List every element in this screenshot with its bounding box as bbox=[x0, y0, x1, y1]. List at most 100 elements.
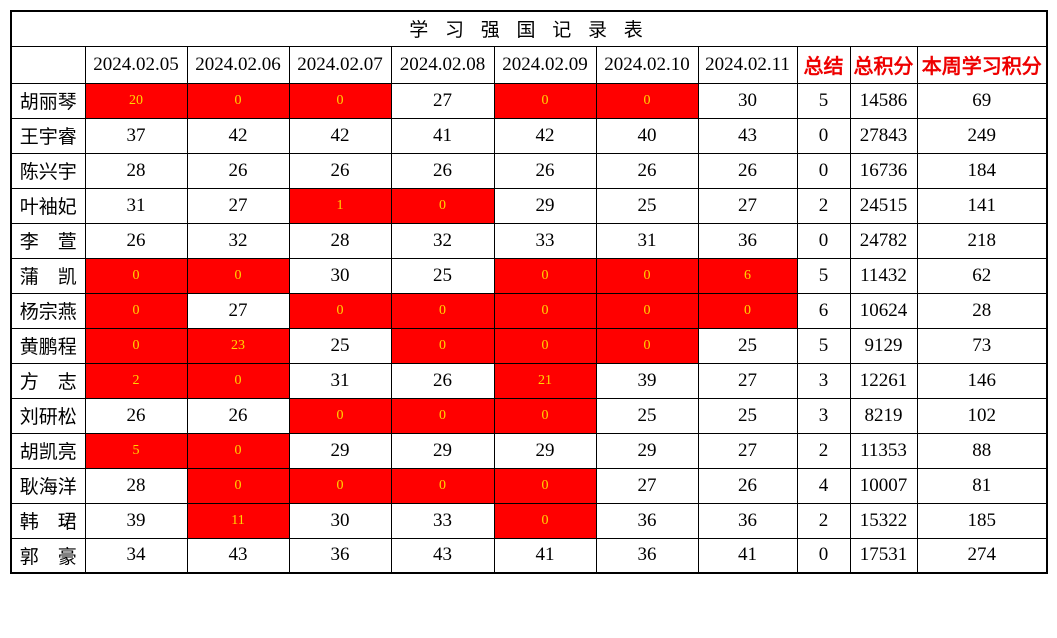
name-cell[interactable]: 蒲 凯 bbox=[10, 257, 86, 294]
day-cell-highlighted[interactable]: 0 bbox=[288, 397, 392, 434]
summary-cell[interactable]: 0 bbox=[796, 222, 851, 259]
day-cell[interactable]: 43 bbox=[697, 117, 798, 154]
day-cell-highlighted[interactable]: 20 bbox=[84, 82, 188, 119]
week-cell[interactable]: 88 bbox=[916, 432, 1048, 469]
day-cell-highlighted[interactable]: 0 bbox=[84, 327, 188, 364]
name-cell[interactable]: 王宇睿 bbox=[10, 117, 86, 154]
day-cell-highlighted[interactable]: 0 bbox=[288, 292, 392, 329]
name-cell[interactable]: 方 志 bbox=[10, 362, 86, 399]
day-cell[interactable]: 31 bbox=[84, 187, 188, 224]
week-cell[interactable]: 185 bbox=[916, 502, 1048, 539]
summary-cell[interactable]: 6 bbox=[796, 292, 851, 329]
summary-header[interactable]: 总结 bbox=[796, 45, 851, 84]
day-cell[interactable]: 36 bbox=[697, 502, 798, 539]
day-cell-highlighted[interactable]: 0 bbox=[595, 257, 699, 294]
day-cell[interactable]: 26 bbox=[697, 152, 798, 189]
day-cell[interactable]: 29 bbox=[493, 187, 597, 224]
day-cell[interactable]: 27 bbox=[186, 187, 290, 224]
day-cell-highlighted[interactable]: 0 bbox=[697, 292, 798, 329]
name-cell[interactable]: 陈兴宇 bbox=[10, 152, 86, 189]
name-cell[interactable]: 耿海洋 bbox=[10, 467, 86, 504]
day-cell[interactable]: 32 bbox=[186, 222, 290, 259]
day-cell[interactable]: 26 bbox=[493, 152, 597, 189]
corner-cell[interactable] bbox=[10, 45, 86, 84]
date-header[interactable]: 2024.02.10 bbox=[595, 45, 699, 84]
day-cell-highlighted[interactable]: 0 bbox=[288, 82, 392, 119]
day-cell[interactable]: 41 bbox=[697, 537, 798, 574]
day-cell[interactable]: 28 bbox=[84, 467, 188, 504]
day-cell[interactable]: 30 bbox=[697, 82, 798, 119]
day-cell-highlighted[interactable]: 0 bbox=[288, 467, 392, 504]
summary-cell[interactable]: 0 bbox=[796, 537, 851, 574]
day-cell-highlighted[interactable]: 0 bbox=[595, 327, 699, 364]
day-cell-highlighted[interactable]: 0 bbox=[390, 292, 495, 329]
day-cell[interactable]: 26 bbox=[186, 397, 290, 434]
day-cell-highlighted[interactable]: 21 bbox=[493, 362, 597, 399]
day-cell-highlighted[interactable]: 6 bbox=[697, 257, 798, 294]
day-cell[interactable]: 39 bbox=[84, 502, 188, 539]
day-cell-highlighted[interactable]: 0 bbox=[493, 292, 597, 329]
summary-cell[interactable]: 0 bbox=[796, 117, 851, 154]
day-cell-highlighted[interactable]: 0 bbox=[493, 467, 597, 504]
day-cell-highlighted[interactable]: 0 bbox=[390, 187, 495, 224]
week-cell[interactable]: 62 bbox=[916, 257, 1048, 294]
day-cell[interactable]: 26 bbox=[390, 152, 495, 189]
day-cell[interactable]: 27 bbox=[697, 187, 798, 224]
name-cell[interactable]: 韩 珺 bbox=[10, 502, 86, 539]
day-cell[interactable]: 31 bbox=[288, 362, 392, 399]
page-title[interactable]: 学 习 强 国 记 录 表 bbox=[10, 10, 1048, 47]
day-cell[interactable]: 26 bbox=[84, 222, 188, 259]
summary-cell[interactable]: 3 bbox=[796, 397, 851, 434]
total-cell[interactable]: 24782 bbox=[849, 222, 918, 259]
day-cell[interactable]: 25 bbox=[697, 327, 798, 364]
day-cell[interactable]: 29 bbox=[288, 432, 392, 469]
total-cell[interactable]: 12261 bbox=[849, 362, 918, 399]
summary-cell[interactable]: 3 bbox=[796, 362, 851, 399]
day-cell-highlighted[interactable]: 0 bbox=[186, 362, 290, 399]
summary-cell[interactable]: 5 bbox=[796, 82, 851, 119]
day-cell-highlighted[interactable]: 0 bbox=[390, 467, 495, 504]
day-cell[interactable]: 31 bbox=[595, 222, 699, 259]
day-cell[interactable]: 42 bbox=[186, 117, 290, 154]
day-cell[interactable]: 36 bbox=[697, 222, 798, 259]
date-header[interactable]: 2024.02.05 bbox=[84, 45, 188, 84]
day-cell[interactable]: 27 bbox=[186, 292, 290, 329]
summary-header[interactable]: 总积分 bbox=[849, 45, 918, 84]
day-cell[interactable]: 26 bbox=[595, 152, 699, 189]
total-cell[interactable]: 10007 bbox=[849, 467, 918, 504]
summary-cell[interactable]: 2 bbox=[796, 432, 851, 469]
day-cell[interactable]: 28 bbox=[84, 152, 188, 189]
total-cell[interactable]: 16736 bbox=[849, 152, 918, 189]
week-cell[interactable]: 249 bbox=[916, 117, 1048, 154]
day-cell-highlighted[interactable]: 0 bbox=[84, 292, 188, 329]
day-cell[interactable]: 26 bbox=[697, 467, 798, 504]
week-cell[interactable]: 73 bbox=[916, 327, 1048, 364]
day-cell[interactable]: 33 bbox=[493, 222, 597, 259]
name-cell[interactable]: 郭 豪 bbox=[10, 537, 86, 574]
total-cell[interactable]: 17531 bbox=[849, 537, 918, 574]
day-cell[interactable]: 41 bbox=[493, 537, 597, 574]
day-cell[interactable]: 27 bbox=[390, 82, 495, 119]
total-cell[interactable]: 9129 bbox=[849, 327, 918, 364]
week-cell[interactable]: 141 bbox=[916, 187, 1048, 224]
week-cell[interactable]: 69 bbox=[916, 82, 1048, 119]
week-cell[interactable]: 81 bbox=[916, 467, 1048, 504]
day-cell-highlighted[interactable]: 0 bbox=[493, 257, 597, 294]
day-cell[interactable]: 36 bbox=[288, 537, 392, 574]
day-cell[interactable]: 25 bbox=[595, 397, 699, 434]
day-cell[interactable]: 27 bbox=[697, 432, 798, 469]
total-cell[interactable]: 8219 bbox=[849, 397, 918, 434]
day-cell[interactable]: 36 bbox=[595, 537, 699, 574]
day-cell-highlighted[interactable]: 0 bbox=[595, 82, 699, 119]
day-cell-highlighted[interactable]: 0 bbox=[186, 467, 290, 504]
date-header[interactable]: 2024.02.07 bbox=[288, 45, 392, 84]
date-header[interactable]: 2024.02.06 bbox=[186, 45, 290, 84]
day-cell-highlighted[interactable]: 0 bbox=[186, 82, 290, 119]
day-cell[interactable]: 39 bbox=[595, 362, 699, 399]
date-header[interactable]: 2024.02.09 bbox=[493, 45, 597, 84]
day-cell[interactable]: 27 bbox=[595, 467, 699, 504]
day-cell-highlighted[interactable]: 0 bbox=[493, 397, 597, 434]
day-cell[interactable]: 30 bbox=[288, 257, 392, 294]
day-cell[interactable]: 33 bbox=[390, 502, 495, 539]
summary-cell[interactable]: 2 bbox=[796, 502, 851, 539]
